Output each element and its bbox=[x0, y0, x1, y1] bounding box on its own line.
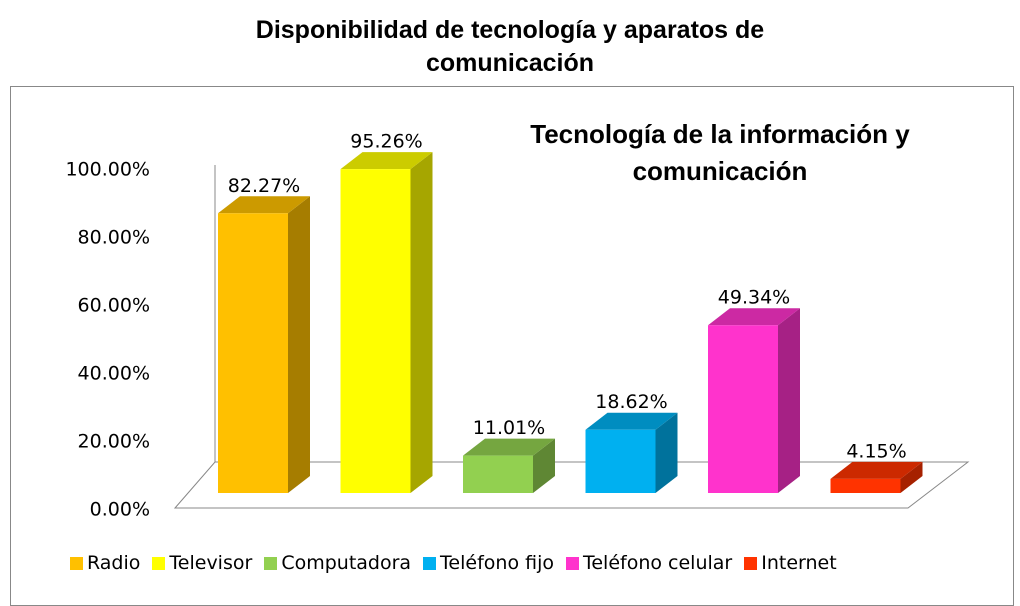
legend-swatch bbox=[744, 556, 758, 570]
legend-item: Computadora bbox=[264, 552, 411, 574]
legend-label: Internet bbox=[761, 552, 837, 574]
y-tick-label: 100.00% bbox=[65, 159, 150, 181]
legend-label: Televisor bbox=[169, 552, 253, 574]
bar-side bbox=[655, 412, 678, 493]
data-label: 95.26% bbox=[350, 131, 422, 153]
bar-top bbox=[340, 152, 433, 170]
data-label: 18.62% bbox=[595, 391, 667, 413]
legend-item: Internet bbox=[744, 552, 837, 574]
bar-side bbox=[778, 308, 800, 493]
bar-top bbox=[585, 412, 678, 430]
bar bbox=[463, 438, 555, 493]
legend-item: Teléfono fijo bbox=[423, 552, 554, 574]
legend-item: Televisor bbox=[152, 552, 252, 574]
legend-swatch bbox=[565, 556, 579, 570]
bar bbox=[340, 152, 433, 493]
bar bbox=[830, 461, 923, 493]
legend-swatch bbox=[264, 556, 278, 570]
bar-front bbox=[340, 169, 411, 493]
bar-front bbox=[463, 455, 533, 493]
bar-top bbox=[463, 438, 555, 456]
y-tick-label: 20.00% bbox=[78, 431, 150, 453]
legend-label: Teléfono celular bbox=[582, 552, 733, 574]
bar-front bbox=[830, 478, 901, 493]
bar-top bbox=[830, 461, 923, 479]
legend-label: Teléfono fijo bbox=[440, 552, 554, 574]
data-label: 49.34% bbox=[718, 287, 790, 309]
y-tick-label: 0.00% bbox=[90, 499, 150, 521]
data-label: 11.01% bbox=[473, 417, 545, 439]
chart-subtitle: Tecnología de la información y comunicac… bbox=[530, 119, 910, 186]
bar bbox=[585, 412, 678, 493]
chart-title: Disponibilidad de tecnología y aparatos … bbox=[255, 16, 765, 77]
legend-label: Radio bbox=[87, 552, 141, 574]
bar-front bbox=[708, 325, 778, 493]
legend-label: Computadora bbox=[281, 552, 412, 574]
data-label: 82.27% bbox=[228, 175, 300, 197]
bar-side bbox=[533, 438, 555, 493]
bar bbox=[708, 308, 800, 493]
bar-front bbox=[585, 429, 656, 493]
legend-swatch bbox=[70, 556, 83, 570]
y-tick-label: 80.00% bbox=[78, 227, 150, 249]
bar-side bbox=[900, 461, 923, 493]
data-label: 4.15% bbox=[846, 440, 906, 462]
legend-item: Teléfono celular bbox=[565, 552, 733, 574]
y-tick-label: 40.00% bbox=[78, 363, 150, 385]
bar-side bbox=[410, 152, 433, 493]
y-tick-label: 60.00% bbox=[78, 295, 150, 317]
bar-side bbox=[288, 196, 310, 494]
bar-top bbox=[218, 196, 310, 214]
bar bbox=[218, 196, 310, 494]
legend-swatch bbox=[152, 556, 166, 570]
legend-swatch bbox=[423, 556, 437, 570]
legend: Radio Televisor Computadora Teléfono fijo Te… bbox=[70, 552, 837, 574]
bar-top bbox=[708, 308, 800, 326]
legend-item: Radio bbox=[70, 552, 140, 574]
bar-front bbox=[218, 213, 288, 494]
